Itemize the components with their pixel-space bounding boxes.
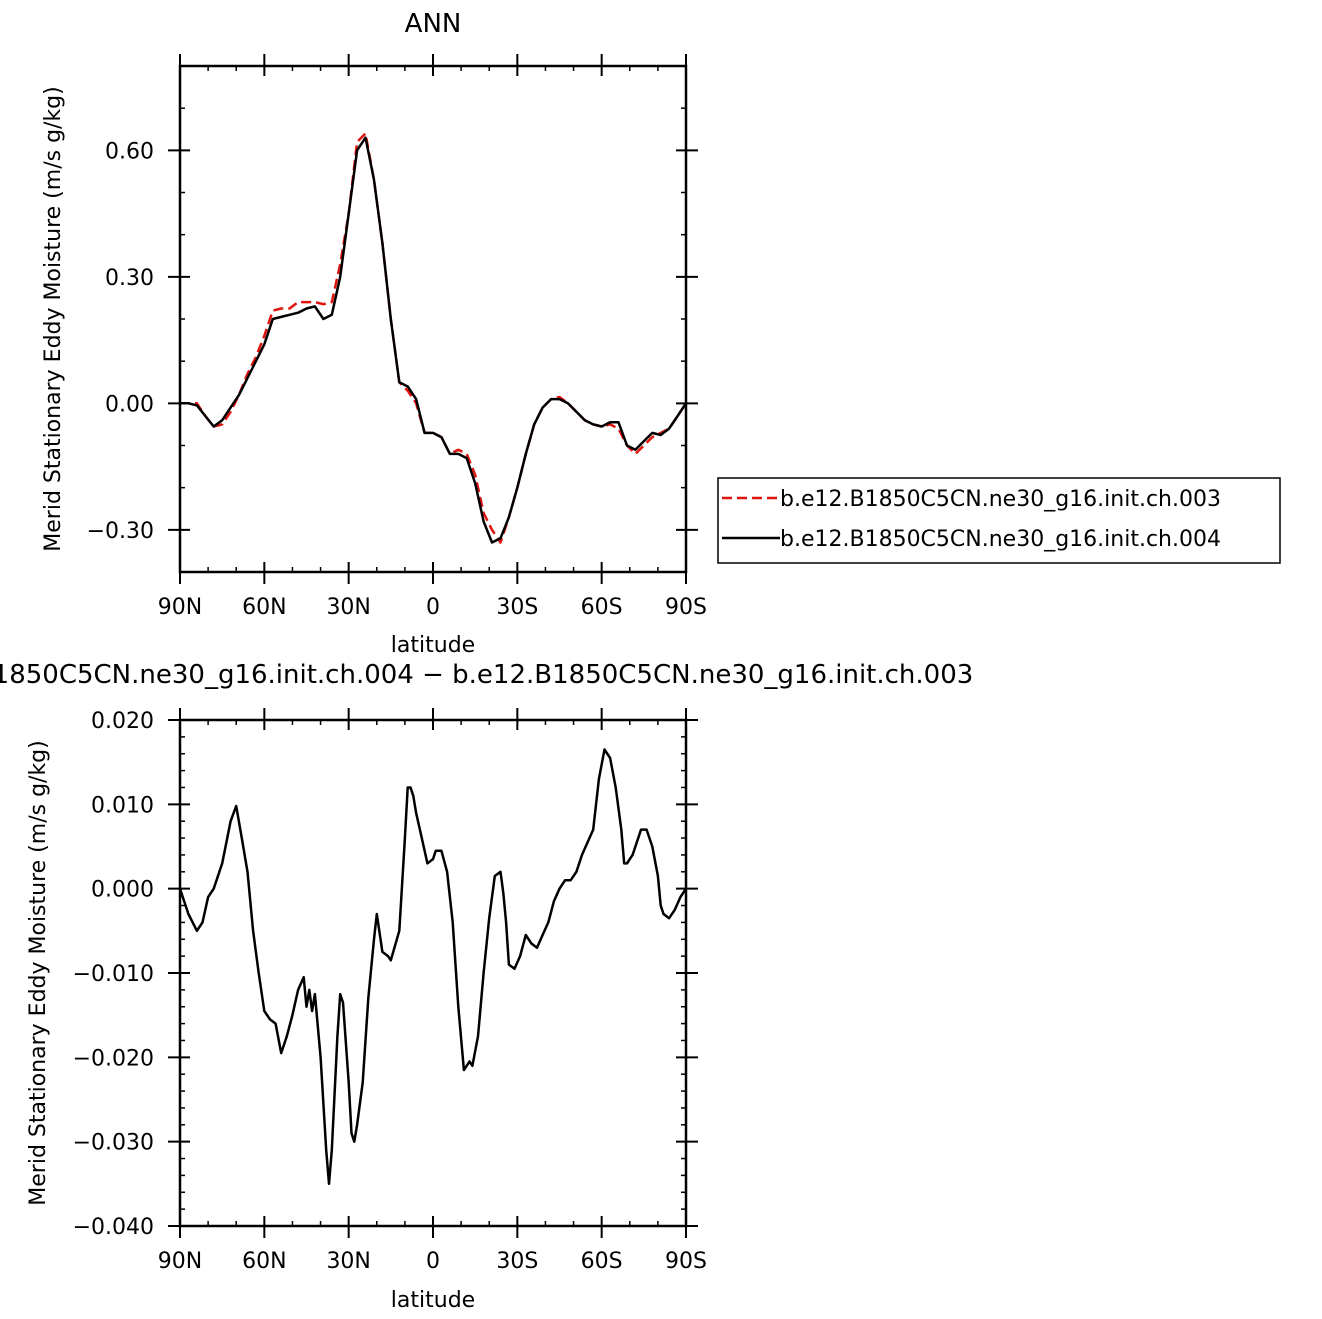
top-y-tick-label: 0.60 — [105, 139, 154, 164]
top-x-tick-label: 30N — [326, 595, 370, 620]
bottom-y-tick-label: −0.020 — [73, 1046, 154, 1071]
top-series-line-1 — [180, 132, 688, 544]
bottom-y-axis-label: Merid Stationary Eddy Moisture (m/s g/kg… — [26, 740, 51, 1205]
bottom-x-tick-label: 30N — [326, 1249, 370, 1274]
top-plot-area: 90N 60N 30N 0 30S 60S 90S 0.60 0.30 0.00 −0.30 — [87, 54, 707, 620]
bottom-plot-area: 90N 60N 30N 0 30S 60S 90S 0.020 0.010 0.000 −0.010… — [73, 708, 707, 1274]
bottom-y-tick-label: −0.040 — [73, 1215, 154, 1240]
legend-label-series-004: b.e12.B1850C5CN.ne30_g16.init.ch.004 — [780, 527, 1221, 552]
legend: b.e12.B1850C5CN.ne30_g16.init.ch.003 b.e… — [717, 477, 1281, 564]
bottom-panel-title: b.e12.B1850C5CN.ne30_g16.init.ch.004 − b… — [0, 660, 973, 690]
bottom-x-axis-label: latitude — [391, 1288, 475, 1313]
top-panel-title: ANN — [405, 9, 462, 39]
top-y-tick-label: 0.30 — [105, 266, 154, 291]
bottom-y-tick-label: −0.030 — [73, 1131, 154, 1156]
top-x-tick-label: 0 — [426, 595, 440, 620]
top-plot-frame — [178, 64, 688, 574]
legend-label-series-003: b.e12.B1850C5CN.ne30_g16.init.ch.003 — [780, 487, 1221, 512]
bottom-x-tick-label: 90S — [665, 1249, 707, 1274]
bottom-x-tick-label: 30S — [496, 1249, 538, 1274]
top-x-tick-label: 90S — [665, 595, 707, 620]
top-x-tick-label: 90N — [158, 595, 202, 620]
top-x-tick-label: 60N — [242, 595, 286, 620]
bottom-panel: b.e12.B1850C5CN.ne30_g16.init.ch.004 − b… — [0, 660, 973, 1313]
bottom-x-tick-label: 90N — [158, 1249, 202, 1274]
bottom-x-tick-label: 60N — [242, 1249, 286, 1274]
top-x-axis-label: latitude — [391, 633, 475, 658]
top-x-tick-label: 30S — [496, 595, 538, 620]
top-panel: ANN 90N 60N 30N 0 30S 60S 90S 0.60 0.30 0.00 −0.30… — [41, 9, 1281, 658]
top-series-line-2 — [180, 136, 688, 544]
top-x-tick-label: 60S — [581, 595, 623, 620]
top-y-axis-label: Merid Stationary Eddy Moisture (m/s g/kg… — [41, 86, 66, 551]
bottom-x-tick-label: 0 — [426, 1249, 440, 1274]
legend-box — [717, 477, 1281, 564]
bottom-y-tick-label: −0.010 — [73, 962, 154, 987]
bottom-y-tick-label: 0.020 — [91, 709, 154, 734]
top-y-tick-label: −0.30 — [87, 519, 154, 544]
top-y-tick-label: 0.00 — [105, 392, 154, 417]
bottom-series-line-1 — [178, 748, 688, 1186]
bottom-y-tick-label: 0.010 — [91, 793, 154, 818]
bottom-plot-frame — [178, 718, 688, 1228]
bottom-x-tick-label: 60S — [581, 1249, 623, 1274]
bottom-y-tick-label: 0.000 — [91, 878, 154, 903]
